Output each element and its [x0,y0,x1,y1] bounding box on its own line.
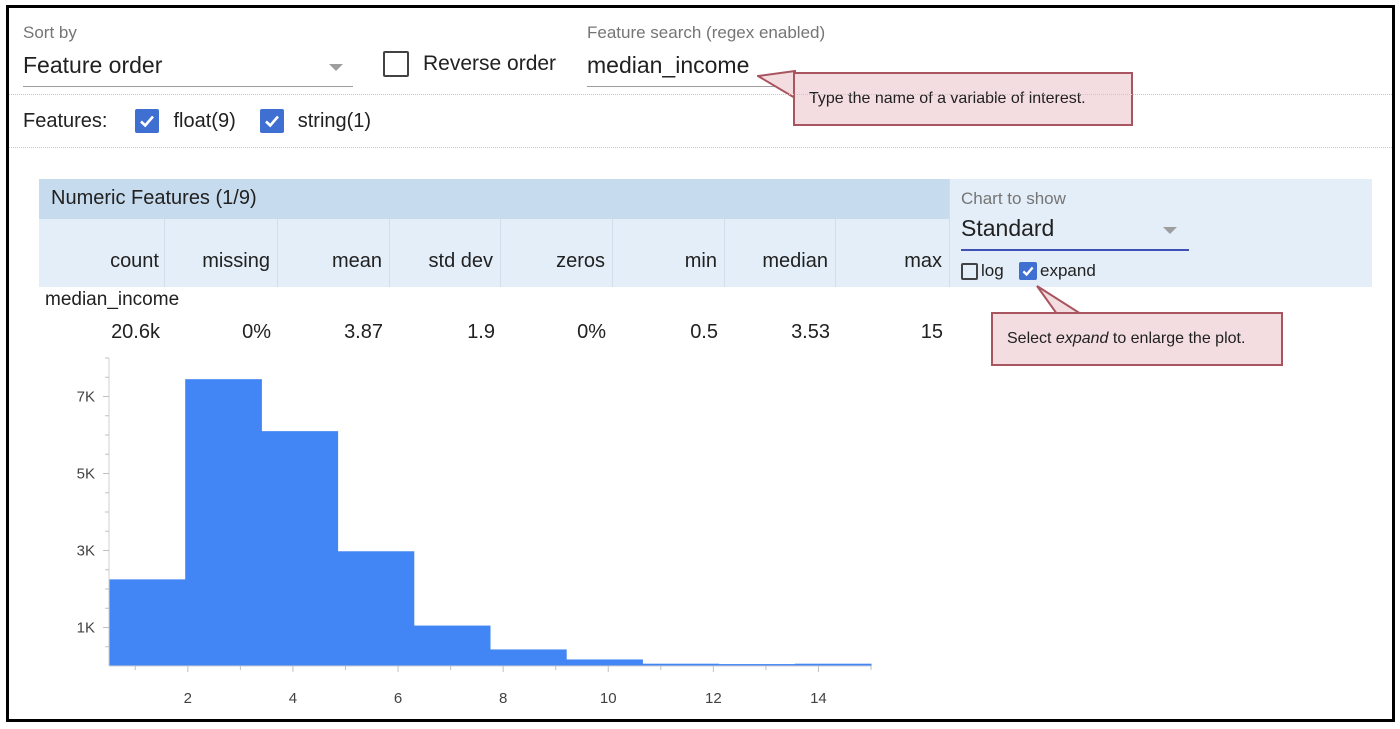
sort-by-value: Feature order [23,52,163,78]
col-mean: mean [278,219,390,287]
x-tick-label: 8 [499,690,507,707]
x-tick-label: 2 [184,690,192,707]
chart-type-value: Standard [961,215,1055,241]
histogram-bar-7 [642,663,720,666]
col-missing: missing [165,219,278,287]
value-median: 3.53 [791,321,830,343]
col-zeros: zeros [501,219,613,287]
stats-column-headers: count missing mean std dev zeros min med… [39,219,949,287]
y-tick-label: 7K [77,389,95,406]
numeric-features-header: Numeric Features (1/9) [39,179,949,219]
chevron-down-icon [329,64,343,71]
value-max: 15 [920,321,943,343]
value-std-dev: 1.9 [467,321,495,343]
col-min: min [613,219,725,287]
histogram-bar-0 [109,579,186,666]
features-label: Features: [23,109,108,132]
x-tick-label: 12 [705,690,722,707]
y-tick-label: 3K [77,543,95,560]
feature-search-value: median_income [587,52,750,78]
value-count: 20.6k [111,321,160,343]
feature-type-filters: Features: float(9) string(1) [23,106,371,136]
search-tip-text: Type the name of a variable of interest. [809,90,1086,107]
x-tick-label: 10 [600,690,617,707]
reverse-order-toggle[interactable]: Reverse order [383,49,556,79]
feature-name: median_income [45,289,180,310]
x-tick-label: 14 [810,690,827,707]
expand-tip-suffix: to enlarge the plot. [1108,330,1246,347]
toolbar-divider [9,94,1392,95]
y-tick-label: 1K [77,620,95,637]
expand-tip-emphasis: expand [1055,330,1109,347]
checkmark-icon [264,115,279,128]
log-toggle[interactable]: log [961,261,1004,281]
expand-tip-prefix: Select [1007,330,1056,347]
reverse-order-checkbox[interactable] [383,51,409,77]
chart-options-panel: Chart to show Standard log expand [949,179,1372,287]
feature-search-label: Feature search (regex enabled) [587,23,826,42]
col-median: median [725,219,836,287]
expand-tip-callout: Select expand to enlarge the plot. [991,312,1283,366]
numeric-features-title: Numeric Features (1/9) [51,187,257,209]
value-zeros: 0% [577,321,606,343]
filters-divider [9,147,1392,148]
filter-float-label: float(9) [173,109,236,132]
float-checkbox[interactable] [135,109,160,133]
search-tip-callout: Type the name of a variable of interest. [793,72,1133,126]
checkmark-icon [1022,266,1034,277]
col-max: max [904,250,942,272]
sort-by-label: Sort by [23,23,77,42]
chart-to-show-label: Chart to show [961,189,1066,208]
col-count: count [39,219,165,287]
histogram-bar-3 [337,551,415,666]
filter-string-label: string(1) [297,109,372,132]
chevron-down-icon [1163,227,1177,234]
reverse-order-label: Reverse order [423,52,557,75]
histogram-bar-2 [261,431,339,666]
col-std-dev: std dev [390,219,501,287]
x-tick-label: 4 [289,690,297,707]
expand-label: expand [1040,261,1096,280]
log-checkbox[interactable] [961,262,978,280]
histogram-bar-8 [718,664,796,666]
expand-toggle[interactable]: expand [1019,261,1096,281]
sort-by-select[interactable]: Feature order [23,44,353,88]
log-label: log [981,261,1004,280]
chart-type-underline [961,249,1189,251]
histogram-bar-6 [566,659,643,666]
median-income-histogram: 1K 3K 5K 7K 2 4 6 8 10 12 14 [77,357,872,707]
chart-type-select[interactable]: Standard [961,211,1189,253]
y-tick-label: 5K [77,466,95,483]
feature-search-underline [587,86,787,87]
x-tick-label: 6 [394,690,402,707]
string-checkbox[interactable] [259,109,284,133]
value-mean: 3.87 [344,321,383,343]
expand-checkbox[interactable] [1019,262,1037,280]
value-missing: 0% [242,321,271,343]
feature-search-input[interactable]: median_income [587,44,787,88]
sort-by-underline [23,86,353,87]
value-min: 0.5 [690,321,718,343]
histogram-bar-5 [490,649,567,666]
checkmark-icon [140,115,155,128]
histogram-bar-9 [794,663,872,666]
facets-overview-panel: Sort by Feature order Reverse order Feat… [6,5,1395,722]
filter-string[interactable]: string(1) [259,109,372,133]
filter-float[interactable]: float(9) [135,109,236,133]
histogram-bar-1 [185,379,262,666]
histogram-bar-4 [413,625,491,666]
